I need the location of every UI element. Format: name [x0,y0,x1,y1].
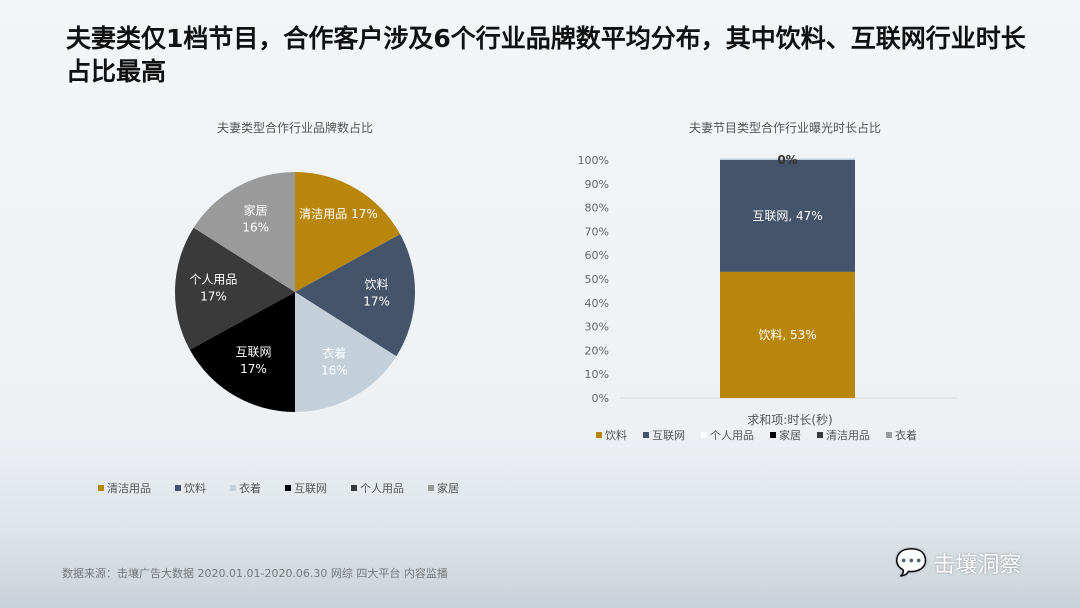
legend-item: 清洁用品 [98,480,151,496]
bar-label-1: 互联网, 47% [752,209,822,223]
pie-chart-title: 夫妻类型合作行业品牌数占比 [216,121,373,135]
pie-slice-2 [295,292,397,412]
pie-value-4: 17% [200,289,227,303]
bar-label-0: 饮料, 53% [758,328,816,342]
legend-item: 家居 [428,480,459,496]
pie-value-1: 17% [363,295,390,309]
legend-swatch [230,485,236,491]
y-tick-label: 30% [585,321,609,334]
legend-item: 衣着 [886,427,917,443]
bar-segment-0 [720,271,855,398]
y-tick-label: 70% [585,225,609,238]
pie-slice-3 [189,292,295,412]
y-tick-label: 100% [578,154,609,167]
pie-slice-4 [174,227,295,350]
pie-label-4: 个人用品 [189,272,237,286]
legend-swatch [701,432,707,438]
legend-item: 清洁用品 [817,427,870,443]
legend-label: 衣着 [895,429,917,442]
legend-item: 饮料 [596,427,627,443]
pie-slice-1 [295,234,415,357]
legend-swatch [285,485,291,491]
bar-chart-title: 夫妻节目类型合作行业曝光时长占比 [688,121,881,135]
y-tick-label: 60% [585,249,609,262]
legend-item: 互联网 [285,480,327,496]
legend-label: 家居 [437,482,459,495]
legend-item: 衣着 [230,480,261,496]
legend-item: 家居 [770,427,801,443]
wechat-icon: 💬 [895,548,928,578]
legend-swatch [428,485,434,491]
legend-label: 互联网 [652,429,685,442]
bar-category-label: 求和项:时长(秒) [747,413,833,427]
y-tick-label: 0% [592,392,609,405]
legend-label: 清洁用品 [826,429,870,442]
legend-label: 互联网 [294,482,327,495]
bar-label-zero: 0% [777,153,797,167]
y-tick-label: 20% [585,344,609,357]
pie-slice-5 [193,172,295,292]
legend-swatch [98,485,104,491]
legend-label: 家居 [779,429,801,442]
page-title: 夫妻类仅1档节目，合作客户涉及6个行业品牌数平均分布，其中饮料、互联网行业时长占… [66,24,1026,86]
legend-item: 个人用品 [351,480,404,496]
pie-label-1: 饮料 [365,278,389,292]
brand-name: 击壤洞察 [933,553,1022,578]
pie-label-3: 互联网 [235,345,271,359]
legend-label: 个人用品 [710,429,754,442]
legend-label: 衣着 [239,482,261,495]
y-tick-label: 80% [585,202,609,215]
legend-label: 清洁用品 [107,482,151,495]
bar-segment-zero [720,158,855,160]
pie-label-2: 衣着 [322,346,346,361]
pie-value-5: 16% [242,220,269,234]
bar-segment-1 [720,160,855,272]
y-tick-label: 50% [585,273,609,286]
pie-slice-0 [295,172,401,292]
bar-legend: 饮料 互联网 个人用品 家居 清洁用品 衣着 [596,427,933,443]
legend-item: 个人用品 [701,427,754,443]
legend-label: 个人用品 [360,482,404,495]
legend-swatch [886,432,892,438]
legend-swatch [596,432,602,438]
pie-value-2: 16% [321,364,348,378]
legend-item: 互联网 [643,427,685,443]
legend-swatch [770,432,776,438]
legend-label: 饮料 [184,482,206,495]
pie-label-0: 清洁用品 17% [299,207,378,221]
legend-label: 饮料 [605,429,627,442]
y-tick-label: 40% [585,297,609,310]
y-tick-label: 90% [585,178,609,191]
legend-swatch [643,432,649,438]
y-tick-label: 10% [585,368,609,381]
legend-swatch [175,485,181,491]
legend-item: 饮料 [175,480,206,496]
pie-legend: 清洁用品 饮料 衣着 互联网 个人用品 家居 [98,480,483,496]
data-source: 数据来源：击壤广告大数据 2020.01.01-2020.06.30 网综 四大… [62,567,448,580]
pie-label-5: 家居 [244,202,268,217]
pie-value-3: 17% [240,362,267,376]
legend-swatch [817,432,823,438]
brand-logo: 💬 击壤洞察 [895,547,1021,579]
legend-swatch [351,485,357,491]
